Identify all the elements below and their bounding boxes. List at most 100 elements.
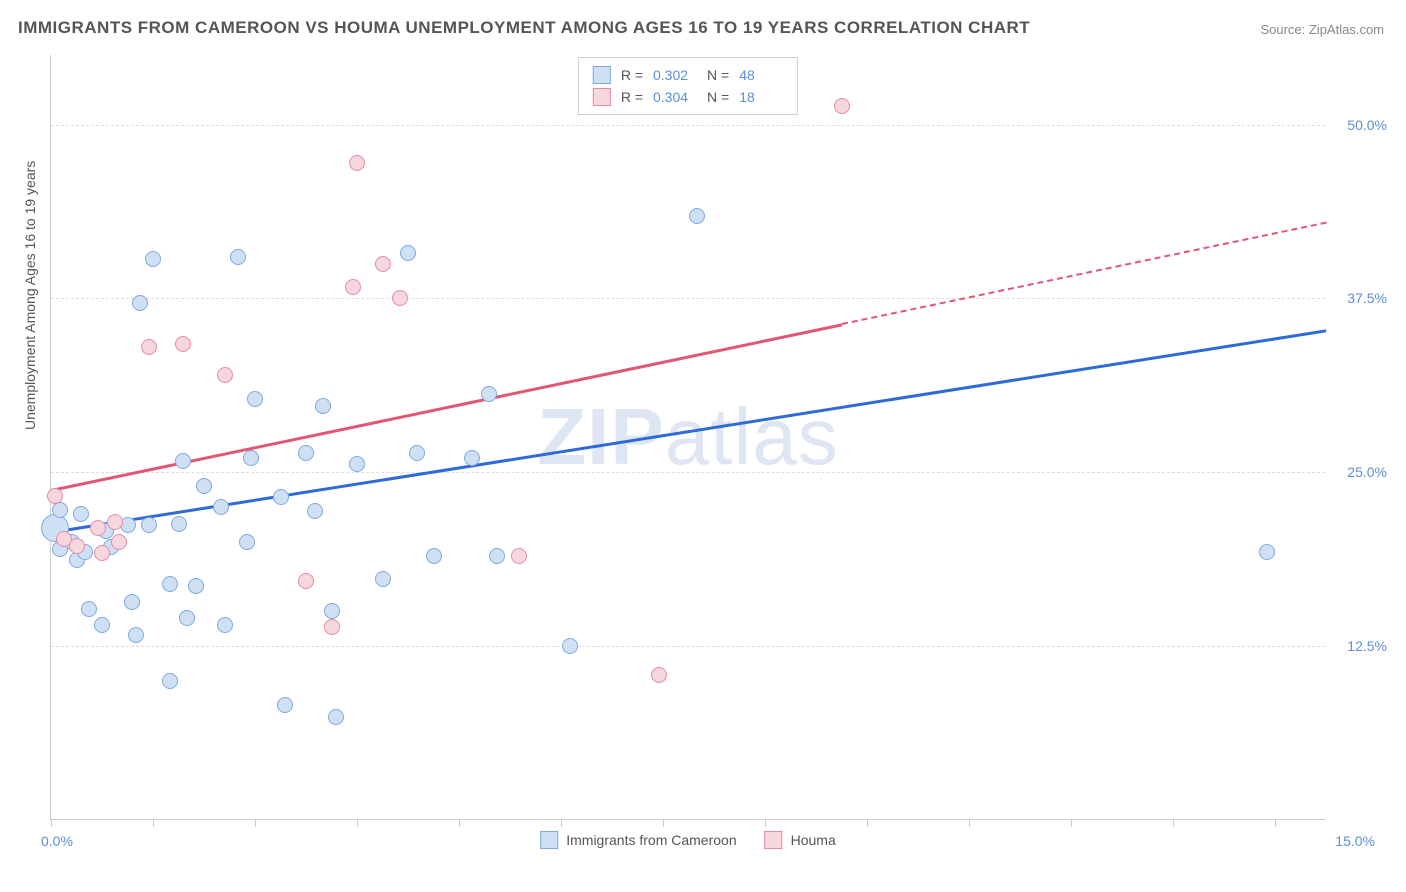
data-point [73,506,89,522]
data-point [213,499,229,515]
stats-n-label: N = [707,67,729,83]
stats-legend: R = 0.302 N = 48 R = 0.304 N = 18 [578,57,798,115]
trend-line [51,323,842,492]
stats-n-label: N = [707,89,729,105]
grid-line [51,125,1325,126]
data-point [349,155,365,171]
x-tick [153,819,154,827]
data-point [426,548,442,564]
bottom-legend: Immigrants from Cameroon Houma [540,831,836,849]
legend-item: Houma [765,831,836,849]
data-point [107,514,123,530]
data-point [47,488,63,504]
data-point [298,445,314,461]
watermark: ZIPatlas [537,391,838,483]
grid-line [51,298,1325,299]
data-point [52,502,68,518]
legend-item: Immigrants from Cameroon [540,831,736,849]
data-point [90,520,106,536]
stats-r-value: 0.302 [653,67,697,83]
data-point [179,610,195,626]
legend-swatch [765,831,783,849]
x-tick [357,819,358,827]
data-point [834,98,850,114]
y-axis-title: Unemployment Among Ages 16 to 19 years [22,161,38,430]
trend-line [51,329,1326,534]
data-point [481,386,497,402]
stats-r-label: R = [621,89,643,105]
data-point [81,601,97,617]
legend-swatch [593,88,611,106]
data-point [409,445,425,461]
x-tick [663,819,664,827]
data-point [277,697,293,713]
data-point [175,336,191,352]
data-point [196,478,212,494]
data-point [1259,544,1275,560]
data-point [128,627,144,643]
data-point [69,538,85,554]
data-point [171,516,187,532]
data-point [375,571,391,587]
data-point [188,578,204,594]
x-tick [765,819,766,827]
data-point [162,576,178,592]
data-point [141,339,157,355]
legend-swatch [593,66,611,84]
y-tick-label: 12.5% [1347,638,1387,654]
x-tick [867,819,868,827]
chart-title: IMMIGRANTS FROM CAMEROON VS HOUMA UNEMPL… [18,18,1030,38]
x-tick [255,819,256,827]
data-point [349,456,365,472]
data-point [689,208,705,224]
data-point [247,391,263,407]
data-point [298,573,314,589]
data-point [230,249,246,265]
data-point [464,450,480,466]
source-label: Source: ZipAtlas.com [1260,22,1384,37]
data-point [375,256,391,272]
stats-row: R = 0.302 N = 48 [593,64,783,86]
data-point [651,667,667,683]
data-point [239,534,255,550]
stats-row: R = 0.304 N = 18 [593,86,783,108]
x-axis-min-label: 0.0% [41,833,73,849]
data-point [217,617,233,633]
stats-n-value: 18 [739,89,783,105]
data-point [562,638,578,654]
data-point [392,290,408,306]
x-tick [51,819,52,827]
x-tick [459,819,460,827]
x-tick [1071,819,1072,827]
data-point [162,673,178,689]
stats-r-value: 0.304 [653,89,697,105]
data-point [273,489,289,505]
data-point [94,617,110,633]
data-point [217,367,233,383]
data-point [511,548,527,564]
grid-line [51,646,1325,647]
data-point [111,534,127,550]
data-point [324,603,340,619]
stats-n-value: 48 [739,67,783,83]
y-tick-label: 25.0% [1347,464,1387,480]
legend-label: Immigrants from Cameroon [566,832,736,848]
data-point [243,450,259,466]
x-tick [1275,819,1276,827]
trend-line [841,222,1326,325]
data-point [132,295,148,311]
data-point [345,279,361,295]
legend-swatch [540,831,558,849]
stats-r-label: R = [621,67,643,83]
x-axis-max-label: 15.0% [1335,833,1375,849]
x-tick [561,819,562,827]
data-point [315,398,331,414]
x-tick [969,819,970,827]
x-tick [1173,819,1174,827]
data-point [94,545,110,561]
grid-line [51,472,1325,473]
data-point [145,251,161,267]
data-point [307,503,323,519]
data-point [175,453,191,469]
data-point [328,709,344,725]
